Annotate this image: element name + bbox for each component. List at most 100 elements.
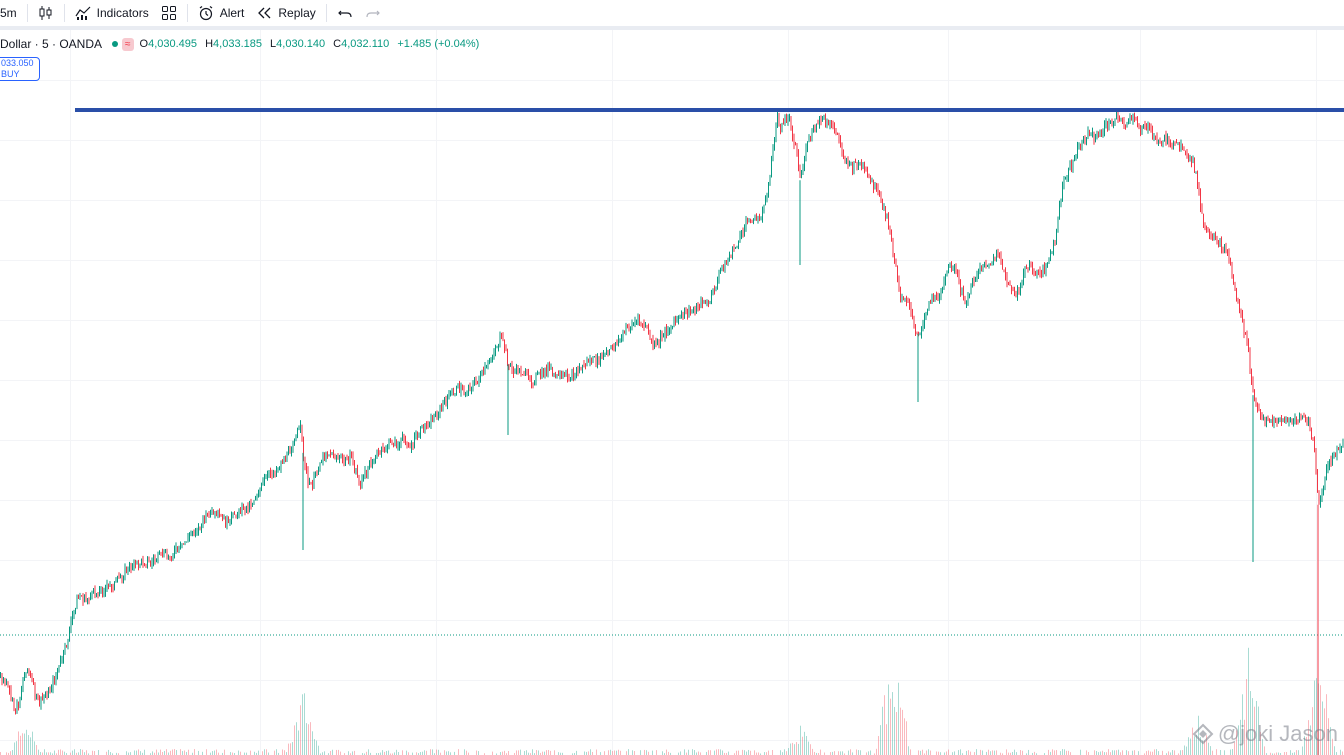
volume-bar: [938, 751, 939, 755]
volume-bar: [954, 751, 955, 755]
replay-button[interactable]: Replay: [250, 0, 321, 26]
volume-bar: [576, 750, 577, 755]
volume-bar: [310, 722, 311, 755]
volume-bar: [742, 749, 743, 755]
grid-line-horizontal: [0, 500, 1344, 501]
volume-bar: [1118, 749, 1119, 755]
volume-bar: [548, 749, 549, 755]
volume-bar: [44, 749, 45, 755]
grid-line-vertical: [948, 30, 949, 755]
volume-bar: [616, 750, 617, 755]
buy-button[interactable]: 033.050 BUY: [0, 57, 40, 81]
volume-bar: [192, 752, 193, 755]
volume-bar: [818, 753, 819, 755]
volume-bar: [206, 749, 207, 755]
volume-bar: [894, 706, 895, 755]
volume-bar: [58, 749, 59, 755]
volume-bar: [516, 750, 517, 755]
volume-bar: [586, 751, 587, 755]
volume-bar: [600, 752, 601, 755]
volume-bar: [1246, 679, 1247, 755]
volume-bar: [246, 752, 247, 755]
volume-bar: [500, 752, 501, 755]
volume-bar: [596, 749, 597, 755]
volume-bar: [1224, 750, 1225, 755]
volume-bar: [1148, 750, 1149, 755]
volume-bar: [128, 752, 129, 755]
volume-bar: [394, 752, 395, 755]
volume-bar: [8, 752, 9, 755]
volume-bar: [632, 750, 633, 755]
volume-bar: [162, 752, 163, 755]
volume-bar: [434, 753, 435, 755]
volume-bar: [180, 749, 181, 755]
volume-bar: [608, 750, 609, 755]
volume-bar: [422, 751, 423, 755]
volume-bar: [824, 752, 825, 755]
market-status[interactable]: ≈: [108, 37, 134, 51]
volume-bar: [1144, 753, 1145, 755]
undo-button[interactable]: [331, 0, 359, 26]
alert-button[interactable]: Alert: [192, 0, 251, 26]
volume-bar: [1206, 735, 1207, 755]
candle-series: [0, 109, 1344, 755]
volume-bar: [532, 749, 533, 755]
volume-bar: [946, 751, 947, 755]
replay-label: Replay: [278, 6, 316, 20]
interval-button[interactable]: 5m: [0, 0, 23, 26]
volume-bar: [584, 751, 585, 755]
volume-bar: [838, 751, 839, 755]
volume-bar: [18, 731, 19, 755]
volume-bar: [382, 750, 383, 755]
volume-bar: [852, 752, 853, 755]
volume-bar: [904, 718, 905, 755]
volume-bar: [760, 753, 761, 755]
volume-bar: [388, 750, 389, 755]
volume-bar: [308, 724, 309, 755]
volume-bar: [700, 752, 701, 755]
volume-bar: [1068, 750, 1069, 755]
ohlc-low: L4,030.140: [270, 38, 326, 50]
volume-bar: [518, 750, 519, 755]
volume-bar: [900, 707, 901, 755]
volume-bar: [354, 750, 355, 755]
volume-bar: [70, 752, 71, 755]
volume-bar: [296, 722, 297, 755]
volume-bar: [1326, 694, 1327, 755]
symbol-name[interactable]: Dollar · 5 · OANDA: [0, 37, 103, 51]
volume-bar: [1240, 719, 1241, 755]
volume-bar: [290, 743, 291, 755]
indicators-button[interactable]: Indicators: [69, 0, 155, 26]
chart-type-button[interactable]: [32, 0, 60, 26]
volume-bar: [528, 752, 529, 755]
volume-bar: [12, 750, 13, 755]
volume-bar: [1272, 753, 1273, 755]
volume-bar: [42, 752, 43, 755]
volume-bar: [1312, 707, 1313, 755]
volume-bar: [136, 750, 137, 755]
volume-bar: [424, 750, 425, 755]
volume-bar: [344, 753, 345, 755]
volume-bar: [232, 752, 233, 755]
volume-bar: [960, 749, 961, 755]
volume-bar: [106, 751, 107, 755]
volume-bar: [764, 752, 765, 755]
volume-bar: [908, 746, 909, 755]
volume-bar: [542, 751, 543, 755]
volume-bar: [32, 731, 33, 755]
grid-line-horizontal: [0, 740, 1344, 741]
volume-bar: [244, 752, 245, 755]
volume-bar: [898, 682, 899, 755]
volume-bar: [212, 751, 213, 755]
volume-bar: [634, 751, 635, 755]
redo-button[interactable]: [359, 0, 387, 26]
volume-bar: [1236, 730, 1237, 755]
price-plot[interactable]: [0, 30, 1344, 755]
volume-bar: [884, 695, 885, 755]
volume-bar: [338, 749, 339, 755]
volume-bar: [832, 751, 833, 755]
grid-line-horizontal: [0, 200, 1344, 201]
volume-bar: [28, 735, 29, 755]
layouts-button[interactable]: [155, 0, 183, 26]
chart-pane[interactable]: Dollar · 5 · OANDA ≈ O4,030.495 H4,033.1…: [0, 30, 1344, 755]
